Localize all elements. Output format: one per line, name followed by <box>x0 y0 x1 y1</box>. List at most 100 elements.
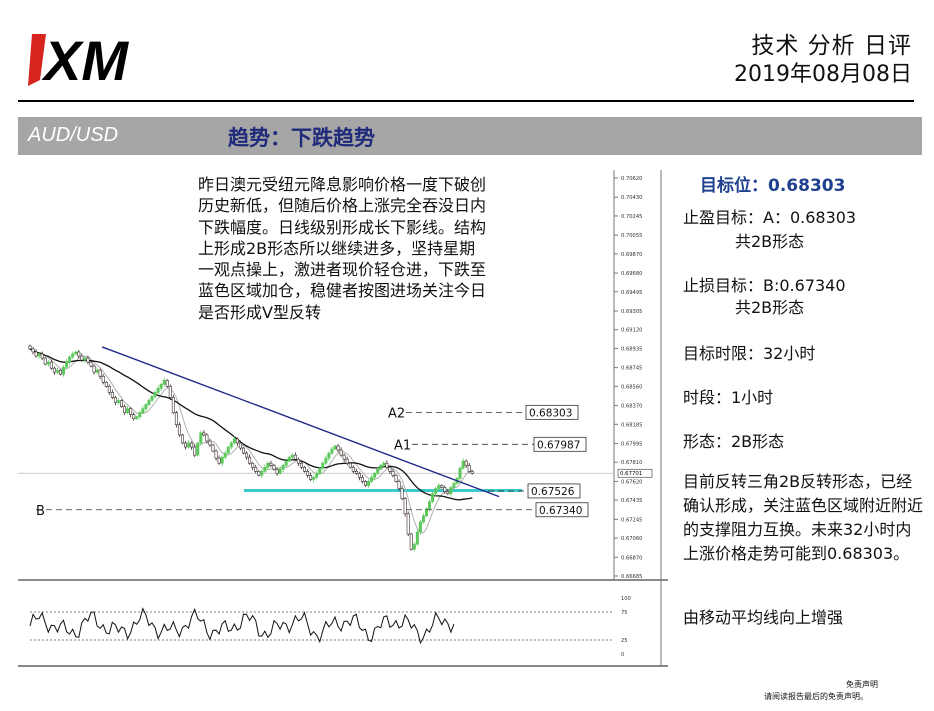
candle-body <box>278 468 282 474</box>
level-value: 0.68303 <box>529 407 572 419</box>
price-tick-label: 0.69680 <box>621 271 642 277</box>
stop-loss-line2: 共2B形态 <box>735 298 805 317</box>
osc-tick-label: 75 <box>621 610 628 616</box>
candle-body <box>168 386 172 398</box>
price-tick-label: 0.67620 <box>621 479 642 485</box>
candle-body <box>162 379 166 385</box>
candle-body <box>147 400 151 405</box>
candle-body <box>37 353 41 357</box>
candle-body <box>272 464 276 470</box>
price-tick-label: 0.67060 <box>621 536 642 542</box>
candle-body <box>339 449 343 456</box>
candle-body <box>28 345 32 350</box>
candle-body <box>62 366 66 375</box>
candle-body <box>385 462 389 468</box>
candle-body <box>150 396 154 401</box>
candle-body <box>458 467 462 479</box>
candle-body <box>275 468 279 474</box>
level-box <box>533 436 587 452</box>
price-tick-label: 0.69305 <box>621 309 642 315</box>
candle-body <box>290 454 294 458</box>
candle-body <box>373 473 377 478</box>
candle-body <box>440 485 444 488</box>
trend-label: 趋势：下跌趋势 <box>228 126 375 150</box>
candle-body <box>135 416 139 420</box>
candle-body <box>354 471 358 474</box>
candle-body <box>153 392 157 397</box>
candle-body <box>46 361 50 365</box>
candle-body <box>312 477 316 480</box>
candle-body <box>181 434 185 444</box>
candle-body <box>351 466 355 472</box>
candle-body <box>296 458 300 464</box>
candle-body <box>370 477 374 482</box>
candle-body <box>415 531 419 545</box>
candle-body <box>71 353 75 358</box>
candle-body <box>437 485 441 489</box>
level-box <box>527 483 581 499</box>
analysis-text: 昨日澳元受纽元降息影响价格一度下破创历史新低，但随后价格上涨完全吞没日内下跌幅度… <box>198 175 487 322</box>
moving-average-note: 由移动平均线向上增强 <box>683 608 844 627</box>
candle-body <box>254 466 258 472</box>
candle-body <box>211 444 215 452</box>
target-price: 目标位：0.68303 <box>700 176 846 196</box>
candle-body <box>49 361 53 369</box>
level-marker: B <box>36 504 45 519</box>
candle-body <box>391 471 395 476</box>
candle-body <box>467 464 471 472</box>
candle-body <box>376 468 380 474</box>
candle-body <box>43 357 47 365</box>
candle-body <box>357 473 361 478</box>
time-limit: 目标时限：32小时 <box>683 344 816 363</box>
candle-body <box>165 379 169 387</box>
moving-averages <box>29 348 473 534</box>
svg-text:XM: XM <box>41 29 129 88</box>
candle-body <box>217 457 221 464</box>
candle-body <box>302 466 306 472</box>
report-title: 技术 分析 日评 <box>751 33 912 59</box>
report-date: 2019年08月08日 <box>734 62 912 87</box>
candle-body <box>174 412 178 426</box>
candle-body <box>86 357 90 363</box>
candle-body <box>431 493 435 502</box>
level-marker: A2 <box>388 406 405 421</box>
candle-body <box>123 406 127 413</box>
candle-body <box>199 432 203 444</box>
disclaimer-text: 请阅读报告最后的免责声明。 <box>764 692 868 701</box>
candle-body <box>397 481 401 489</box>
price-tick-label: 0.69120 <box>621 328 642 334</box>
candle-body <box>348 462 352 468</box>
candle-body <box>132 414 136 420</box>
candle-body <box>470 471 474 474</box>
candle-body <box>464 460 468 466</box>
pattern-type: 形态：2B形态 <box>683 432 785 451</box>
candle-body <box>202 432 206 436</box>
candle-body <box>52 367 56 373</box>
moving-average-line <box>29 348 473 534</box>
price-tick-label: 0.68745 <box>621 366 642 372</box>
candle-body <box>80 355 84 361</box>
currency-pair: AUD/USD <box>28 124 119 146</box>
candle-body <box>266 462 270 468</box>
candle-body <box>418 521 422 533</box>
oscillator-line <box>29 607 455 645</box>
take-profit-line1: 止盈目标：A：0.68303 <box>683 208 857 227</box>
candle-body <box>184 442 188 448</box>
candle-body <box>449 487 453 494</box>
level-value: 0.67987 <box>537 439 580 451</box>
price-tick-label: 0.66685 <box>621 574 642 580</box>
candle-body <box>159 384 163 389</box>
candle-body <box>116 400 120 403</box>
candle-body <box>382 462 386 466</box>
candle-body <box>126 408 130 413</box>
candle-body <box>110 392 114 398</box>
candle-body <box>327 452 331 459</box>
price-tick-label: 0.69870 <box>621 252 642 258</box>
candle-body <box>95 369 99 373</box>
candle-body <box>229 442 233 448</box>
candle-body <box>403 498 407 515</box>
target-levels: A2 0.68303 A1 0.67987 0.67526 B 0.67340 <box>36 404 589 519</box>
candle-body <box>360 477 364 482</box>
level-box <box>535 502 589 518</box>
candle-body <box>412 543 416 550</box>
